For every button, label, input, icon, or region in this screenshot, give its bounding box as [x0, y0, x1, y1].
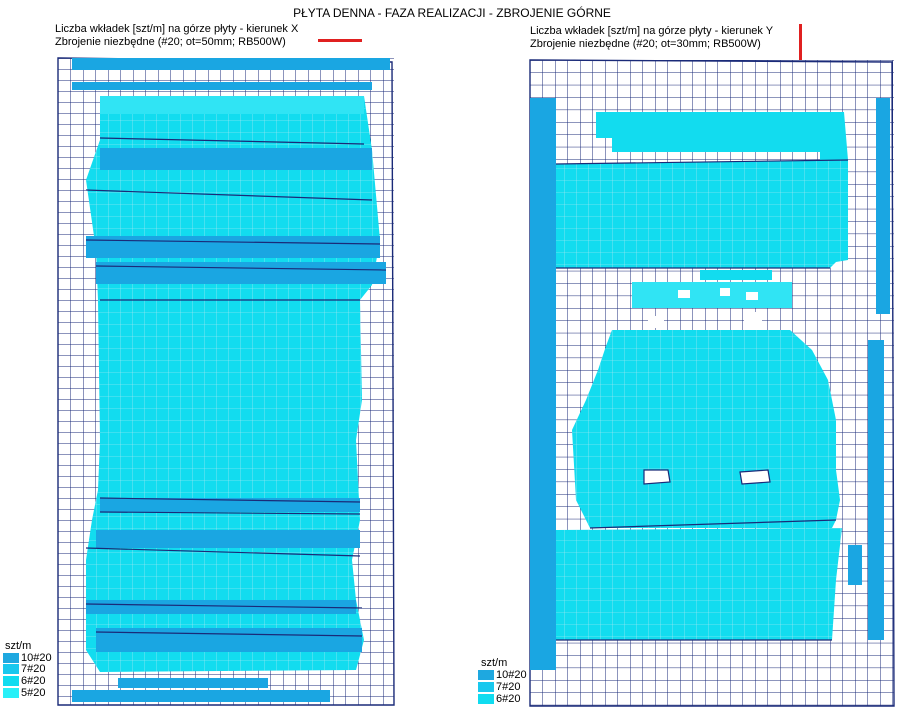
band-boundary [85, 239, 381, 245]
strip-gap [744, 312, 762, 330]
zone-6-upper-fine [556, 160, 848, 268]
zone-6-strip-2 [700, 270, 772, 280]
direction-x-marker [318, 39, 362, 42]
strip-gap [678, 290, 690, 298]
legend-swatch [478, 694, 494, 704]
zone-6-main-fine [572, 330, 840, 528]
zone-10-top [72, 58, 390, 70]
band-boundary [99, 497, 361, 503]
legend-label: 10#20 [496, 669, 527, 681]
legend-swatch [3, 688, 19, 698]
legend-x-unit: szt/m [5, 640, 32, 652]
zone-7-band [100, 148, 372, 170]
legend-swatch [478, 682, 494, 692]
legend-label: 6#20 [496, 693, 521, 705]
zone-7-band [96, 628, 362, 652]
band-boundary [85, 189, 373, 201]
band-boundary [95, 265, 387, 271]
zone-7-band [96, 262, 386, 284]
panel-x-subtitle: Zbrojenie niezbędne (#20; ot=50mm; RB500… [55, 36, 286, 48]
panel-y-title: Liczba wkładek [szt/m] na górze płyty - … [530, 25, 774, 37]
panel-x-slab [57, 57, 395, 706]
panel-y-slab [529, 59, 895, 707]
zone-10-right [868, 340, 884, 640]
zone-10-right-2 [848, 545, 862, 585]
zone-10-bottom [72, 690, 330, 702]
zone-6-lower-fine [556, 528, 842, 640]
strip-gap [746, 292, 758, 300]
direction-y-marker [799, 24, 802, 60]
page-title: PŁYTA DENNA - FAZA REALIZACJI - ZBROJENI… [293, 6, 611, 20]
hole-right [740, 470, 770, 484]
zone-7-band [86, 236, 380, 258]
zone-10-left [530, 98, 556, 670]
band-boundary [95, 631, 363, 637]
panel-y-header: Liczba wkładek [szt/m] na górze płyty - … [530, 25, 773, 51]
band-boundary [85, 603, 363, 609]
zone-6-strip [632, 282, 792, 308]
legend-label: 5#20 [21, 687, 46, 699]
band-boundary [99, 511, 361, 515]
zone-6-top [596, 112, 848, 160]
zone-7-band [96, 530, 360, 548]
legend-y-unit: szt/m [481, 657, 508, 669]
hole-outline [643, 469, 771, 485]
panel-y-subtitle: Zbrojenie niezbędne (#20; ot=30mm; RB500… [530, 38, 761, 50]
zone-5-fine-mesh [86, 96, 380, 672]
hole-left [644, 470, 670, 484]
legend-swatch [3, 653, 19, 663]
band-boundary [85, 547, 361, 557]
legend-swatch [478, 670, 494, 680]
zone-10-top-2 [72, 82, 372, 90]
zone-boundary [589, 519, 837, 529]
zone-7-band [86, 600, 356, 614]
legend-swatch [3, 676, 19, 686]
zone-10-right-top [876, 98, 890, 314]
strip-gap [720, 288, 730, 296]
legend-label: 7#20 [496, 681, 521, 693]
zone-10-bottom-2 [118, 678, 268, 688]
panel-x-header: Liczba wkładek [szt/m] na górze płyty - … [55, 23, 298, 49]
legend-label: 6#20 [21, 675, 46, 687]
strip-gap [648, 316, 664, 328]
legend-label: 7#20 [21, 663, 46, 675]
legend-label: 10#20 [21, 652, 52, 664]
panel-x-title: Liczba wkładek [szt/m] na górze płyty - … [55, 23, 299, 35]
band-boundary [99, 137, 365, 145]
zone-6-band [100, 96, 364, 114]
legend-swatch [3, 664, 19, 674]
zone-boundary [555, 159, 849, 165]
